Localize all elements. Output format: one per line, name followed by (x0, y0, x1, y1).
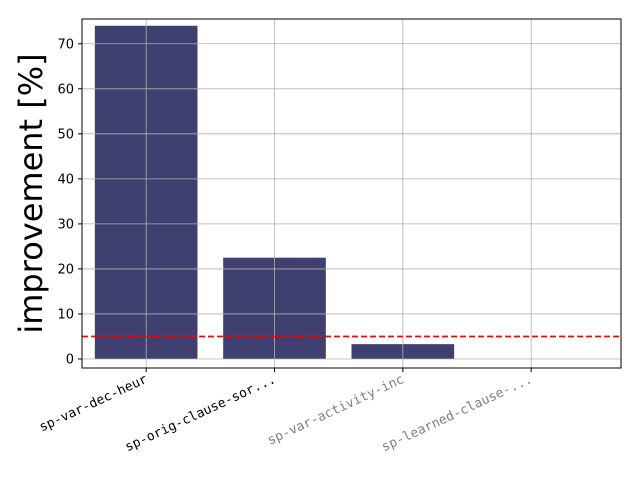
x-axis-ticks: sp-var-dec-heursp-orig-clause-sor...sp-v… (37, 368, 535, 455)
y-axis-label: improvement [%] (12, 53, 50, 333)
y-tick-label: 40 (57, 172, 74, 187)
y-tick-label: 20 (57, 262, 74, 277)
y-tick-label: 30 (57, 217, 74, 232)
y-tick-label: 10 (57, 307, 74, 322)
y-tick-label: 50 (57, 127, 74, 142)
axes-frame (81, 18, 622, 369)
x-tick-label: sp-var-dec-heur (37, 372, 150, 435)
y-tick-label: 70 (57, 37, 74, 52)
y-tick-label: 60 (57, 82, 74, 97)
x-tick-label: sp-var-activity-inc (265, 372, 406, 448)
grid (82, 19, 621, 368)
y-axis-ticks: 0 10 20 30 40 50 60 70 (57, 37, 82, 367)
y-tick-label: 0 (66, 352, 74, 367)
